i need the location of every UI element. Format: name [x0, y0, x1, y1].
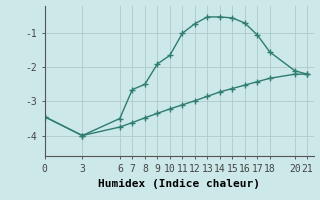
X-axis label: Humidex (Indice chaleur): Humidex (Indice chaleur)	[98, 179, 260, 189]
